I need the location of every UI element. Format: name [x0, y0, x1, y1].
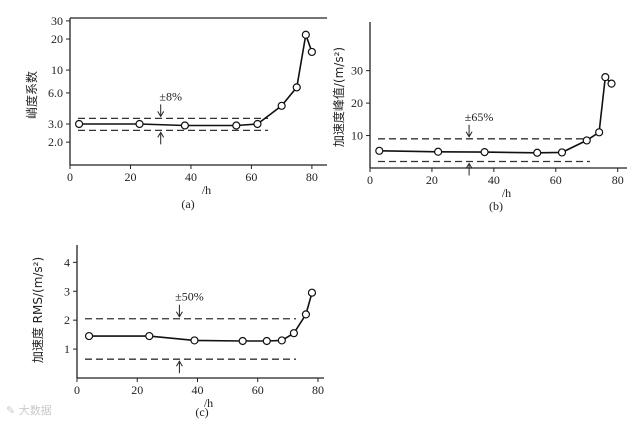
- y-tick-label: 10: [51, 63, 63, 77]
- y-tick-label: 4: [64, 255, 70, 269]
- data-point: [375, 146, 384, 155]
- data-point: [135, 119, 144, 129]
- chart-panel-3: 0 20 40 60 80 1 2 3 4/h 加速度 RMS/(m/s²) (c) ±50%: [30, 245, 324, 419]
- x-tick-label: 0: [367, 173, 373, 187]
- series-line: [79, 31, 313, 127]
- data-point: [292, 83, 301, 92]
- data-point: [238, 336, 247, 346]
- data-point: [533, 148, 542, 157]
- panel-label: (b): [489, 199, 503, 213]
- data-point: [557, 148, 567, 157]
- y-tick-label: 3.0: [48, 117, 63, 131]
- data-point: [84, 331, 94, 341]
- x-tick-label: 40: [185, 170, 197, 184]
- band-arrow-top-head: [465, 131, 473, 138]
- data-point: [434, 147, 443, 156]
- data-point: [253, 119, 262, 129]
- x-tick-label: 20: [131, 383, 143, 397]
- x-axis-label: /h: [202, 183, 211, 197]
- data-point: [582, 136, 591, 145]
- data-point: [262, 336, 271, 346]
- x-tick-label: 80: [612, 173, 624, 187]
- y-tick-label: 2.0: [48, 135, 63, 149]
- data-point: [289, 329, 298, 338]
- band-label: ±8%: [159, 89, 182, 103]
- x-tick-label: 80: [312, 383, 324, 397]
- data-point: [180, 121, 189, 130]
- y-tick-label: 1: [64, 342, 70, 356]
- data-point: [145, 331, 154, 341]
- data-point: [307, 47, 316, 57]
- x-axis-label: /h: [204, 396, 213, 410]
- series-line: [379, 75, 613, 154]
- y-tick-label: 30: [351, 64, 363, 78]
- y-tick-label: 20: [351, 96, 363, 110]
- y-tick-label: 3: [64, 284, 70, 298]
- x-axis-label: /h: [502, 186, 511, 200]
- band-arrow-bottom-head: [175, 360, 183, 367]
- x-tick-label: 40: [488, 173, 500, 187]
- y-tick-label: 30: [51, 14, 63, 28]
- y-axis-label: 加速度 RMS/(m/s²): [30, 257, 45, 363]
- x-tick-label: 0: [74, 383, 80, 397]
- x-tick-label: 0: [67, 170, 73, 184]
- band-label: ±50%: [175, 290, 204, 304]
- watermark-icon: ✎: [6, 404, 19, 417]
- watermark: ✎ 大数据: [6, 402, 52, 418]
- band-arrow-bottom-head: [157, 131, 165, 138]
- data-point: [607, 79, 616, 88]
- band-label: ±65%: [465, 110, 494, 124]
- data-point: [301, 30, 310, 39]
- watermark-text: 大数据: [18, 404, 52, 417]
- band-arrow-top-head: [157, 111, 165, 118]
- chart-panel-1: 0 20 40 60 80 2.0 3.0 6.0 10 20 30/h 峭度系数 (a) ±8%: [24, 14, 327, 211]
- y-axis-label: 加速度峰值/(m/s²): [331, 47, 346, 147]
- data-point: [232, 121, 241, 130]
- data-point: [301, 310, 311, 319]
- panel-label: (a): [181, 197, 194, 211]
- y-tick-label: 20: [51, 32, 63, 46]
- data-point: [595, 128, 604, 137]
- x-tick-label: 60: [252, 383, 264, 397]
- y-tick-label: 2: [64, 313, 70, 327]
- band-arrow-top-head: [175, 311, 183, 318]
- data-point: [277, 336, 286, 345]
- band-arrow-bottom-head: [465, 162, 473, 169]
- y-tick-label: 6.0: [48, 86, 63, 100]
- y-axis-label: 峭度系数: [24, 71, 39, 119]
- y-tick-label: 10: [351, 129, 363, 143]
- x-tick-label: 20: [426, 173, 438, 187]
- data-point: [601, 73, 610, 82]
- chart-panel-2: 0 20 40 60 80 10 20 30/h 加速度峰值/(m/s²) (b) ±65%: [331, 22, 627, 213]
- x-tick-label: 60: [245, 170, 257, 184]
- panel-label: (c): [195, 405, 208, 419]
- data-point: [190, 336, 199, 345]
- data-point: [74, 119, 84, 129]
- data-point: [307, 288, 317, 297]
- x-tick-label: 20: [124, 170, 136, 184]
- x-tick-label: 40: [191, 383, 203, 397]
- data-point: [480, 148, 489, 157]
- x-tick-label: 60: [550, 173, 562, 187]
- data-point: [277, 101, 286, 110]
- x-tick-label: 80: [306, 170, 318, 184]
